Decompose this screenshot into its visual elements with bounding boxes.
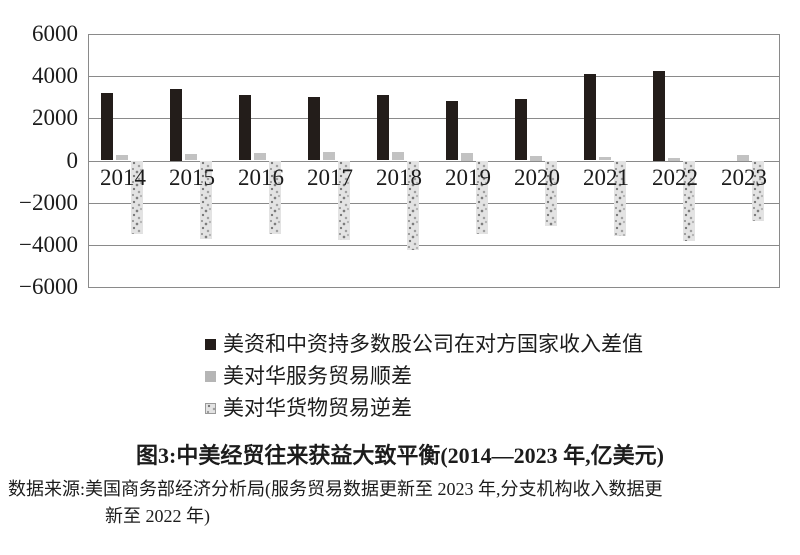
bar-2017-series-1 [323,152,335,160]
x-tick-label: 2014 [100,165,146,190]
bar-2016-series-1 [254,153,266,160]
y-gridline [88,161,780,162]
y-gridline [88,245,780,246]
y-gridline [88,76,780,77]
y-tick-label: 0 [66,148,79,173]
legend-black-square-icon [205,338,216,350]
x-tick-label: 2017 [307,165,353,190]
bar-2022-series-2 [683,161,695,241]
y-tick-label: −2000 [19,190,78,215]
bar-2021-series-0 [584,74,596,160]
x-tick-label: 2018 [376,165,422,190]
x-tick-label: 2019 [445,165,491,190]
data-source-line-2: 新至 2022 年) [105,506,210,526]
bar-2015-series-1 [185,154,197,160]
plot-left-border [88,34,89,288]
y-gridline [88,34,780,35]
y-tick-label: −4000 [19,232,78,257]
y-tick-label: −6000 [19,274,78,299]
chart-legend: 美资和中资持多数股公司在对方国家收入差值 美对华服务贸易顺差 美对华货物贸易逆差 [205,328,643,424]
bar-chart-plot: 6000 4000 2000 0 −2000 −4000 −6000 2014 2015 2016… [19,21,780,299]
bar-2019-series-2 [476,161,488,234]
legend-speckled-square-icon [205,402,216,414]
legend-gray-square-icon [205,370,216,382]
x-tick-label: 2023 [721,165,767,190]
bar-2021-series-1 [599,157,611,160]
bar-2014-series-2 [131,161,143,234]
bar-2023-series-2 [752,161,764,221]
y-tick-label: 2000 [32,105,78,130]
bar-2018-series-0 [377,95,389,160]
x-tick-label: 2016 [238,165,284,190]
bar-2022-series-1 [668,158,680,161]
y-tick-label: 6000 [32,21,78,46]
bar-2020-series-0 [515,99,527,160]
bar-2021-series-2 [614,161,626,236]
bar-2014-series-1 [116,155,128,160]
bar-2016-series-2 [269,161,281,234]
y-gridline [88,118,780,119]
x-tick-label: 2020 [514,165,560,190]
bar-2019-series-0 [446,101,458,160]
plot-right-border [779,34,780,288]
legend-item-income-difference: 美资和中资持多数股公司在对方国家收入差值 [205,328,643,360]
bar-2020-series-1 [530,156,542,161]
x-tick-label: 2021 [583,165,629,190]
data-source-line-1: 数据来源:美国商务部经济分析局(服务贸易数据更新至 2023 年,分支机构收入数… [8,479,663,499]
x-tick-label: 2022 [652,165,698,190]
legend-item-label: 美对华货物贸易逆差 [223,396,412,420]
bar-2018-series-1 [392,152,404,160]
legend-item-services-surplus: 美对华服务贸易顺差 [205,360,643,392]
y-gridline [88,287,780,288]
bar-2017-series-0 [308,97,320,160]
bar-2018-series-2 [407,161,419,250]
bar-2014-series-0 [101,93,113,160]
chart-title: 图3:中美经贸往来获益大致平衡(2014—2023 年,亿美元) [136,443,664,468]
legend-item-label: 美对华服务贸易顺差 [223,364,412,388]
y-tick-label: 4000 [32,63,78,88]
y-gridline [88,203,780,204]
bar-2019-series-1 [461,153,473,161]
x-tick-label: 2015 [169,165,215,190]
bar-2015-series-2 [200,161,212,239]
bar-2023-series-1 [737,155,749,161]
bar-2016-series-0 [239,95,251,160]
legend-item-label: 美资和中资持多数股公司在对方国家收入差值 [223,332,643,356]
bar-2020-series-2 [545,161,557,226]
bar-2015-series-0 [170,89,182,161]
bar-2022-series-0 [653,71,665,161]
bar-2017-series-2 [338,161,350,240]
legend-item-goods-deficit: 美对华货物贸易逆差 [205,392,643,424]
